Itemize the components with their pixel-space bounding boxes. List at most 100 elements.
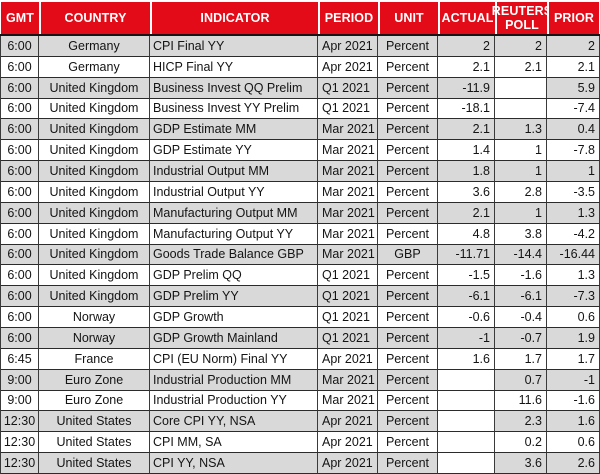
cell-gmt: 6:00: [1, 202, 39, 224]
cell-actual: [438, 411, 495, 433]
cell-indicator: Manufacturing Output MM: [150, 202, 318, 224]
cell-poll: [495, 98, 547, 120]
cell-actual: -11.9: [438, 77, 495, 99]
cell-gmt: 9:00: [1, 390, 39, 412]
cell-country: United Kingdom: [39, 244, 150, 266]
cell-poll: -0.4: [495, 307, 547, 328]
cell-unit: Percent: [378, 140, 438, 162]
table-row: 12:30 United States CPI MM, SA Apr 2021 Perc…: [1, 432, 600, 454]
table-row: 6:45 France CPI (EU Norm) Final YY Apr 2021…: [1, 348, 600, 370]
table-row: 6:00 Germany HICP Final YY Apr 2021 Percent 2…: [1, 56, 600, 78]
table-row: 12:30 United States CPI YY, NSA Apr 2021 Per…: [1, 453, 600, 474]
cell-gmt: 6:00: [1, 286, 39, 308]
table-row: 6:00 United Kingdom GDP Estimate YY Mar 202…: [1, 140, 600, 162]
header-unit: UNIT: [378, 2, 438, 34]
header-country: COUNTRY: [39, 2, 150, 34]
cell-prior: -16.44: [547, 244, 600, 266]
cell-indicator: Core CPI YY, NSA: [150, 411, 318, 433]
cell-period: Apr 2021: [318, 453, 378, 474]
cell-country: Germany: [39, 56, 150, 78]
cell-indicator: CPI (EU Norm) Final YY: [150, 348, 318, 370]
header-gmt: GMT: [0, 2, 39, 34]
cell-poll: [495, 77, 547, 99]
cell-poll: -0.7: [495, 328, 547, 349]
cell-unit: Percent: [378, 328, 438, 349]
table-row: 6:00 United Kingdom GDP Prelim QQ Q1 2021 Pe…: [1, 265, 600, 287]
cell-period: Mar 2021: [318, 202, 378, 224]
cell-gmt: 6:45: [1, 348, 39, 370]
cell-country: United States: [39, 453, 150, 474]
cell-period: Mar 2021: [318, 119, 378, 141]
cell-actual: [438, 390, 495, 412]
header-period: PERIOD: [318, 2, 378, 34]
cell-prior: 2.1: [547, 56, 600, 78]
cell-gmt: 12:30: [1, 432, 39, 454]
cell-period: Q1 2021: [318, 98, 378, 120]
table-row: 6:00 United Kingdom Industrial Output MM Ma…: [1, 161, 600, 182]
cell-country: United Kingdom: [39, 119, 150, 141]
cell-indicator: Industrial Production YY: [150, 390, 318, 412]
cell-actual: [438, 432, 495, 454]
cell-gmt: 6:00: [1, 307, 39, 328]
cell-actual: -18.1: [438, 98, 495, 120]
cell-actual: 2.1: [438, 119, 495, 141]
cell-poll: 2.1: [495, 56, 547, 78]
cell-gmt: 6:00: [1, 119, 39, 141]
cell-gmt: 6:00: [1, 223, 39, 245]
table-row: 9:00 Euro Zone Industrial Production YY Mar…: [1, 390, 600, 412]
cell-gmt: 6:00: [1, 244, 39, 266]
cell-unit: Percent: [378, 98, 438, 120]
cell-gmt: 12:30: [1, 411, 39, 433]
cell-poll: 3.8: [495, 223, 547, 245]
cell-prior: 1: [547, 161, 600, 182]
header-prior: PRIOR: [547, 2, 600, 34]
cell-prior: 0.6: [547, 307, 600, 328]
cell-actual: [438, 453, 495, 474]
cell-prior: -1.6: [547, 390, 600, 412]
cell-actual: 3.6: [438, 182, 495, 203]
cell-country: Euro Zone: [39, 369, 150, 391]
cell-period: Mar 2021: [318, 223, 378, 245]
cell-period: Q1 2021: [318, 286, 378, 308]
cell-gmt: 6:00: [1, 265, 39, 287]
cell-prior: -3.5: [547, 182, 600, 203]
cell-gmt: 6:00: [1, 161, 39, 182]
table-row: 6:00 Norway GDP Growth Mainland Q1 2021 Perc…: [1, 328, 600, 349]
cell-period: Mar 2021: [318, 161, 378, 182]
cell-unit: Percent: [378, 348, 438, 370]
cell-country: Germany: [39, 36, 150, 57]
cell-poll: 1: [495, 140, 547, 162]
table-row: 6:00 United Kingdom GDP Estimate MM Mar 202…: [1, 119, 600, 141]
cell-unit: Percent: [378, 202, 438, 224]
cell-indicator: Manufacturing Output YY: [150, 223, 318, 245]
cell-poll: -6.1: [495, 286, 547, 308]
cell-unit: Percent: [378, 161, 438, 182]
cell-unit: Percent: [378, 286, 438, 308]
cell-unit: Percent: [378, 56, 438, 78]
cell-gmt: 6:00: [1, 36, 39, 57]
cell-gmt: 6:00: [1, 77, 39, 99]
table-header-row: GMT COUNTRY INDICATOR PERIOD UNIT ACTUAL…: [0, 0, 600, 36]
cell-indicator: GDP Growth: [150, 307, 318, 328]
cell-period: Apr 2021: [318, 348, 378, 370]
cell-period: Apr 2021: [318, 432, 378, 454]
cell-prior: 2: [547, 36, 600, 57]
cell-period: Q1 2021: [318, 307, 378, 328]
cell-gmt: 9:00: [1, 369, 39, 391]
header-actual: ACTUAL: [438, 2, 495, 34]
cell-country: France: [39, 348, 150, 370]
cell-country: United States: [39, 411, 150, 433]
table-row: 6:00 Norway GDP Growth Q1 2021 Percent -0.6 -0…: [1, 307, 600, 328]
cell-period: Apr 2021: [318, 36, 378, 57]
cell-country: United Kingdom: [39, 77, 150, 99]
cell-poll: 1: [495, 202, 547, 224]
cell-actual: 2.1: [438, 202, 495, 224]
cell-unit: Percent: [378, 119, 438, 141]
cell-unit: Percent: [378, 223, 438, 245]
cell-actual: 1.8: [438, 161, 495, 182]
cell-indicator: GDP Prelim QQ: [150, 265, 318, 287]
cell-country: United Kingdom: [39, 98, 150, 120]
cell-period: Q1 2021: [318, 77, 378, 99]
cell-period: Mar 2021: [318, 390, 378, 412]
cell-unit: Percent: [378, 453, 438, 474]
